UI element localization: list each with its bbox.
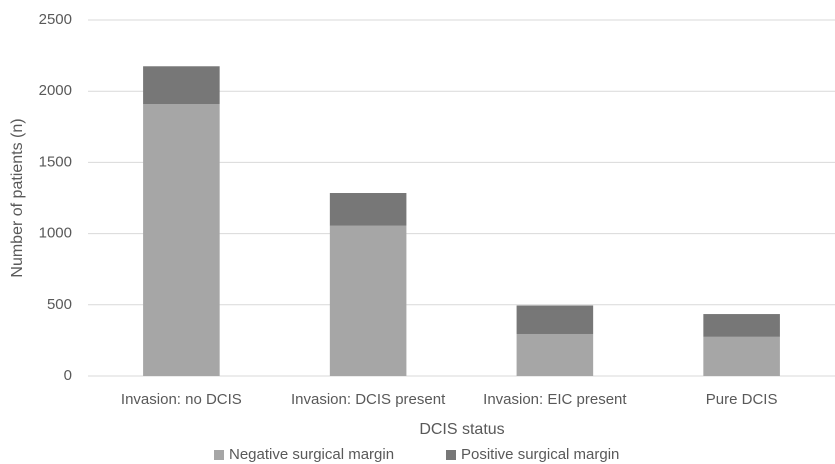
legend-swatch <box>214 450 224 460</box>
bar-segment <box>703 314 780 337</box>
x-tick-label: Invasion: EIC present <box>483 391 627 408</box>
bar-segment <box>143 66 220 105</box>
y-axis-title: Number of patients (n) <box>9 118 26 277</box>
bar-segment <box>329 225 407 376</box>
bar-segment <box>516 333 594 376</box>
y-tick-label: 0 <box>64 367 72 384</box>
legend-label: Positive surgical margin <box>461 446 619 463</box>
bar-segment <box>329 193 407 226</box>
bar-segment <box>703 336 780 376</box>
legend-swatch <box>446 450 456 460</box>
x-tick-label: Invasion: no DCIS <box>121 391 242 408</box>
legend-label: Negative surgical margin <box>229 446 394 463</box>
y-tick-label: 500 <box>47 296 72 313</box>
x-tick-label: Pure DCIS <box>706 391 778 408</box>
y-tick-label: 1500 <box>39 153 72 170</box>
y-tick-label: 1000 <box>39 225 72 242</box>
y-tick-label: 2000 <box>39 82 72 99</box>
x-tick-label: Invasion: DCIS present <box>291 391 446 408</box>
bar-segment <box>516 305 594 334</box>
x-axis-title: DCIS status <box>419 421 504 438</box>
y-tick-label: 2500 <box>39 11 72 28</box>
bar-segment <box>143 104 220 377</box>
